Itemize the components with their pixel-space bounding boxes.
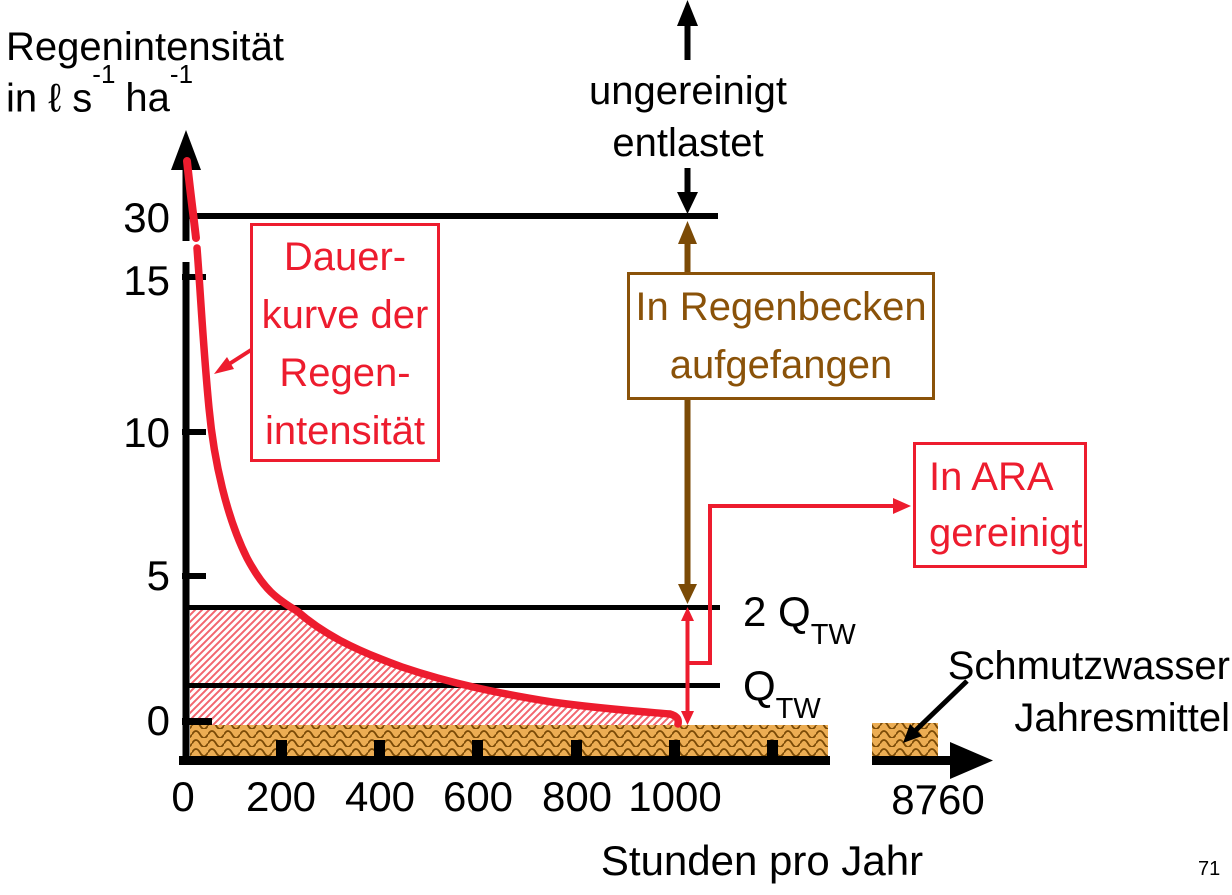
ara-connector-arrow — [688, 498, 911, 665]
unit-prefix: in ℓ s — [6, 76, 93, 121]
page-number: 71 — [1198, 858, 1221, 880]
unit-sup-2: -1 — [169, 59, 194, 89]
basin-arrow — [678, 221, 697, 604]
x-tick-8760: 8760 — [891, 776, 985, 823]
duration-curve — [183, 157, 682, 728]
sewage-label-line1: Schmutzwasser — [947, 644, 1230, 688]
curve-label-arrow — [214, 348, 253, 374]
label-2qtw-sub: TW — [810, 619, 856, 652]
label-qtw: QTW — [743, 662, 821, 725]
x-tick-0: 0 — [171, 773, 195, 820]
x-tick-1000: 1000 — [628, 773, 722, 820]
label-qtw-main: Q — [743, 662, 776, 709]
x-tick-600: 600 — [442, 773, 514, 820]
y-axis-unit: in ℓ s-1ha-1 — [6, 60, 193, 121]
hatched-area-ara — [190, 610, 679, 725]
x-tick-400: 400 — [344, 773, 416, 820]
curve-box-line2: kurve der — [261, 293, 429, 337]
curve-box-line3: Regen- — [279, 351, 411, 395]
line-30 — [185, 213, 718, 219]
line-2qtw — [185, 605, 720, 610]
unit-mid: ha — [125, 76, 170, 121]
curve-box-line1: Dauer- — [283, 235, 407, 279]
y-tick-5: 5 — [146, 552, 170, 599]
y-tick-0: 0 — [146, 697, 170, 744]
ara-box-line2: gereinigt — [929, 511, 1083, 555]
unit-sup-1: -1 — [92, 59, 116, 89]
x-axis-arrowhead — [950, 742, 993, 779]
curve-box-line4: intensität — [264, 409, 426, 453]
down-arrow-icon — [677, 192, 698, 214]
label-2qtw: 2 QTW — [743, 588, 856, 651]
y-axis-title: Regenintensität — [6, 25, 284, 69]
y-tick-30: 30 — [123, 194, 170, 241]
y-axis-arrowhead — [171, 130, 201, 170]
label-qtw-sub: TW — [775, 693, 821, 726]
x-axis — [179, 740, 993, 779]
sewage-label-line2: Jahresmittel — [1014, 696, 1230, 740]
discharge-arrows — [677, 0, 698, 214]
curve-main — [193, 244, 682, 728]
x-axis-title: Stunden pro Jahr — [600, 837, 924, 884]
basin-box-line1: In Regenbecken — [635, 285, 927, 329]
x-tick-200: 200 — [245, 773, 317, 820]
untreated-label-line1: ungereinigt — [589, 69, 787, 113]
sewage-band — [190, 723, 938, 756]
y-axis — [171, 130, 212, 765]
ara-box-line1: In ARA — [929, 455, 1054, 499]
y-tick-10: 10 — [123, 409, 170, 456]
basin-label-box: In Regenbecken aufgefangen — [627, 272, 935, 400]
untreated-label-line2: entlastet — [612, 121, 764, 165]
ara-label-box: In ARA gereinigt — [913, 442, 1087, 568]
basin-box-line2: aufgefangen — [669, 343, 893, 387]
sewage-pointer-arrow — [903, 679, 969, 743]
curve-top-segment — [183, 157, 200, 242]
curve-label-box: Dauer- kurve der Regen- intensität — [250, 223, 440, 462]
label-2qtw-main: 2 Q — [743, 588, 811, 635]
y-tick-15: 15 — [123, 257, 170, 304]
up-arrow-icon — [677, 0, 698, 26]
ara-measure-arrow — [681, 607, 694, 725]
x-tick-800: 800 — [541, 773, 613, 820]
